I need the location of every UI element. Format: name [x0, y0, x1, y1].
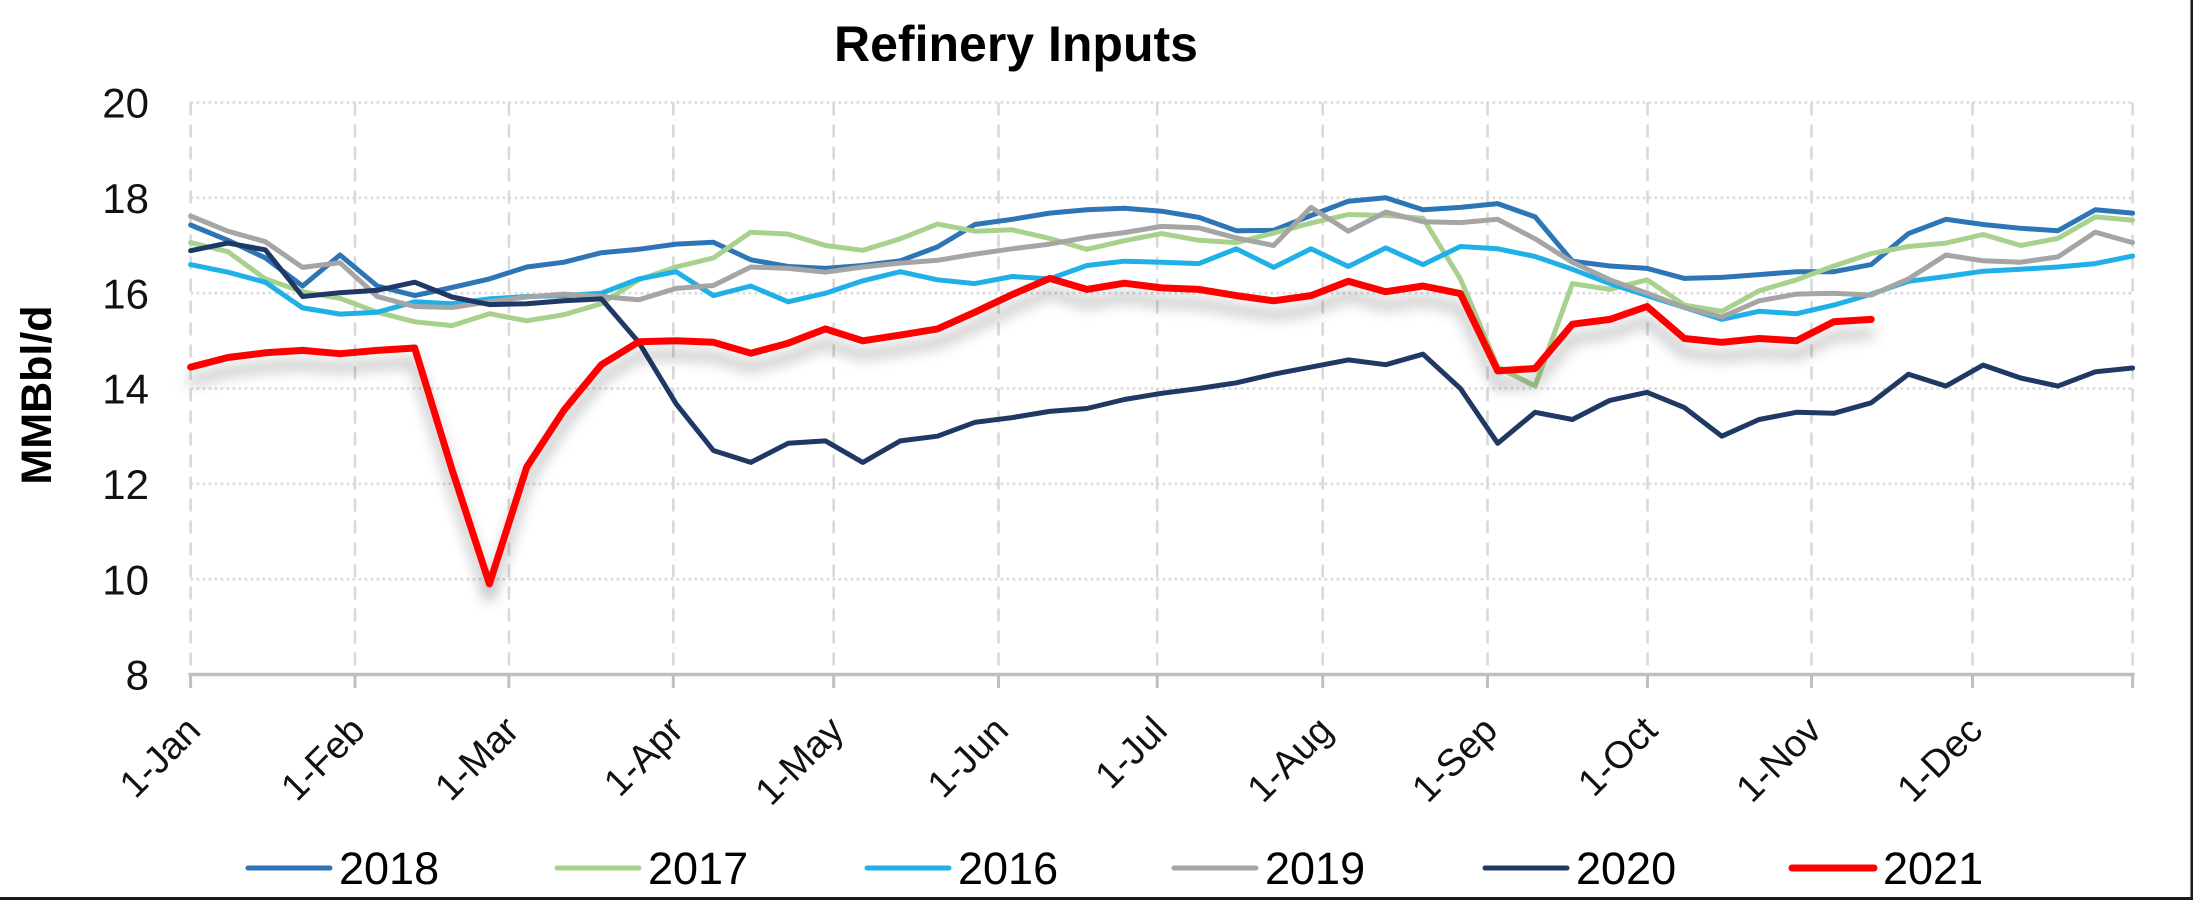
svg-text:2018: 2018 — [339, 843, 439, 894]
svg-text:2021: 2021 — [1883, 843, 1983, 894]
svg-text:2017: 2017 — [648, 843, 748, 894]
svg-text:12: 12 — [102, 461, 149, 508]
svg-text:2016: 2016 — [958, 843, 1058, 894]
svg-text:20: 20 — [102, 80, 149, 127]
svg-text:2019: 2019 — [1265, 843, 1365, 894]
svg-text:Refinery Inputs: Refinery Inputs — [834, 16, 1198, 72]
svg-text:2020: 2020 — [1576, 843, 1676, 894]
svg-text:MMBbl/d: MMBbl/d — [13, 305, 61, 484]
svg-text:16: 16 — [102, 270, 149, 317]
svg-text:14: 14 — [102, 366, 149, 413]
svg-text:8: 8 — [126, 652, 149, 699]
svg-text:18: 18 — [102, 175, 149, 222]
svg-text:10: 10 — [102, 556, 149, 603]
